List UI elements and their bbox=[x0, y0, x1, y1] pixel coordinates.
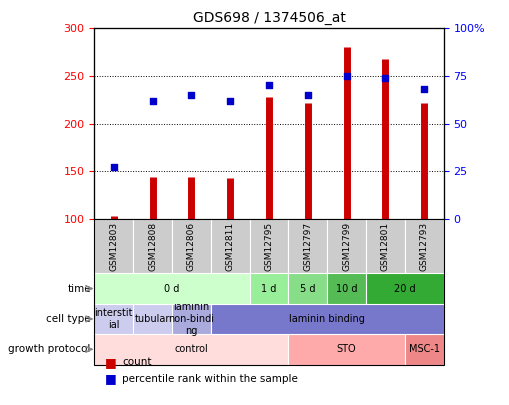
Bar bbox=[94, 273, 249, 304]
Text: ■: ■ bbox=[104, 372, 116, 385]
Bar bbox=[210, 219, 249, 273]
Bar bbox=[172, 304, 210, 334]
Bar bbox=[365, 273, 443, 304]
Text: tubular: tubular bbox=[134, 314, 170, 324]
Text: 20 d: 20 d bbox=[393, 284, 415, 294]
Bar bbox=[288, 219, 327, 273]
Point bbox=[225, 98, 234, 104]
Bar bbox=[133, 304, 172, 334]
Point bbox=[419, 86, 428, 92]
Text: interstit
ial: interstit ial bbox=[94, 308, 133, 330]
Text: time: time bbox=[67, 284, 91, 294]
Text: count: count bbox=[122, 358, 152, 367]
Bar bbox=[133, 219, 172, 273]
Bar bbox=[94, 219, 133, 273]
Text: STO: STO bbox=[336, 344, 356, 354]
Bar bbox=[288, 334, 404, 364]
Text: GSM12799: GSM12799 bbox=[342, 222, 351, 271]
Point bbox=[303, 92, 312, 98]
Text: percentile rank within the sample: percentile rank within the sample bbox=[122, 374, 298, 384]
Text: GSM12793: GSM12793 bbox=[419, 222, 428, 271]
Text: GSM12806: GSM12806 bbox=[186, 222, 195, 271]
Text: 5 d: 5 d bbox=[299, 284, 315, 294]
Point bbox=[265, 82, 273, 89]
Text: laminin binding: laminin binding bbox=[289, 314, 364, 324]
Point bbox=[109, 164, 118, 171]
Bar bbox=[249, 219, 288, 273]
Bar bbox=[365, 219, 404, 273]
Text: GSM12801: GSM12801 bbox=[380, 222, 389, 271]
Bar bbox=[327, 219, 365, 273]
Bar bbox=[249, 273, 288, 304]
Point bbox=[148, 98, 156, 104]
Text: cell type: cell type bbox=[46, 314, 91, 324]
Text: growth protocol: growth protocol bbox=[9, 344, 91, 354]
Text: GSM12811: GSM12811 bbox=[225, 222, 234, 271]
Text: GSM12803: GSM12803 bbox=[109, 222, 118, 271]
Title: GDS698 / 1374506_at: GDS698 / 1374506_at bbox=[192, 11, 345, 25]
Text: GSM12797: GSM12797 bbox=[303, 222, 312, 271]
Text: GSM12808: GSM12808 bbox=[148, 222, 157, 271]
Bar bbox=[210, 304, 443, 334]
Bar bbox=[288, 273, 327, 304]
Text: GSM12795: GSM12795 bbox=[264, 222, 273, 271]
Bar bbox=[94, 334, 288, 364]
Bar bbox=[404, 334, 443, 364]
Point bbox=[187, 92, 195, 98]
Bar bbox=[94, 304, 133, 334]
Point bbox=[381, 75, 389, 81]
Bar bbox=[327, 273, 365, 304]
Text: MSC-1: MSC-1 bbox=[408, 344, 439, 354]
Point bbox=[342, 72, 350, 79]
Bar bbox=[404, 219, 443, 273]
Text: 0 d: 0 d bbox=[164, 284, 179, 294]
Text: control: control bbox=[174, 344, 208, 354]
Text: laminin
non-bindi
ng: laminin non-bindi ng bbox=[168, 303, 214, 335]
Text: 1 d: 1 d bbox=[261, 284, 276, 294]
Bar bbox=[172, 219, 210, 273]
Text: 10 d: 10 d bbox=[335, 284, 357, 294]
Text: ■: ■ bbox=[104, 356, 116, 369]
